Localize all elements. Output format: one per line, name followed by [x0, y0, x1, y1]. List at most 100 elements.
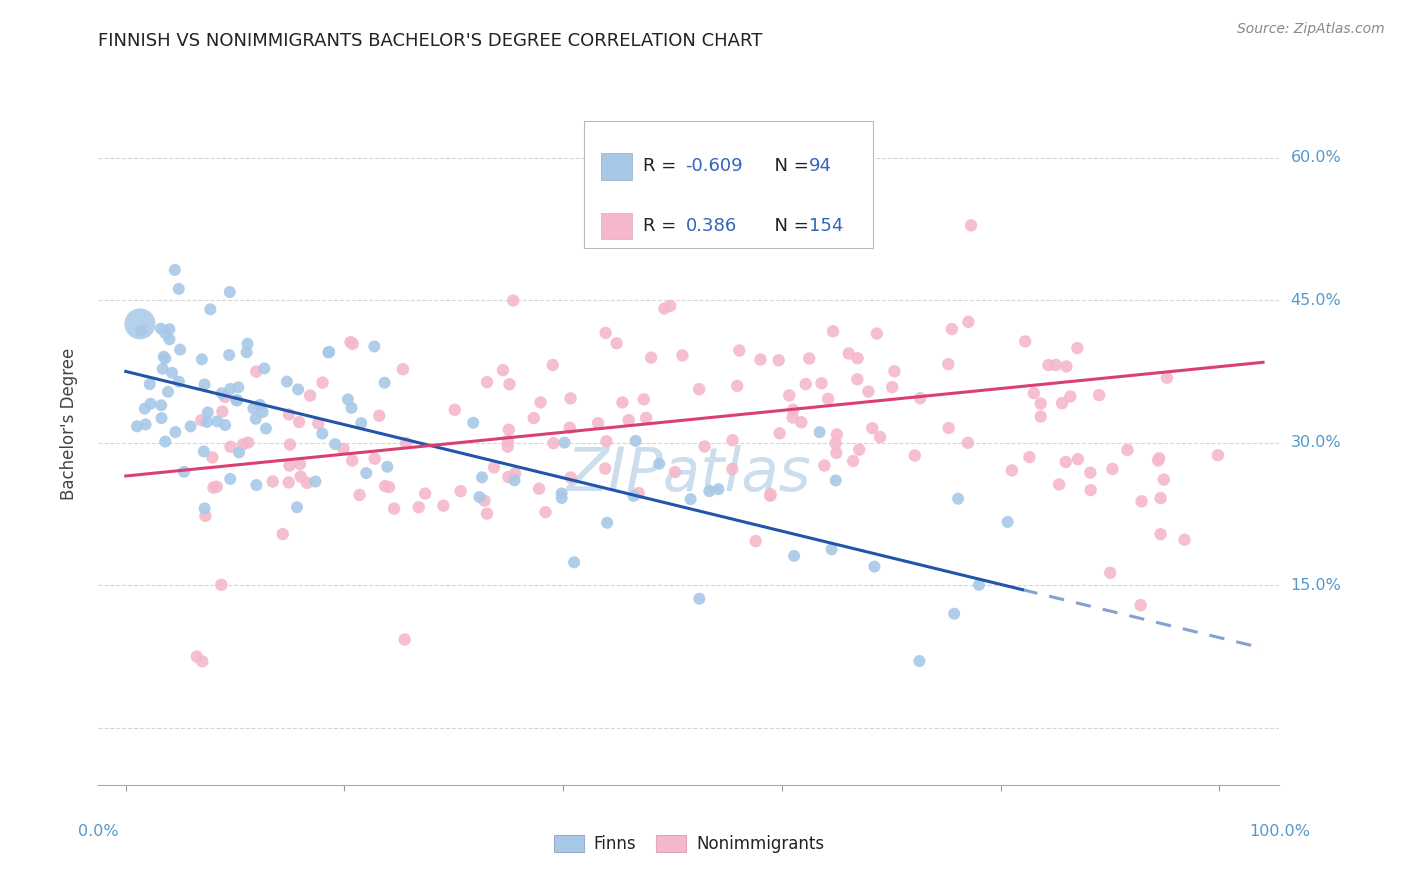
Point	[866, 326, 889, 341]
Point	[1206, 448, 1229, 462]
Point	[160, 366, 183, 380]
Point	[527, 482, 550, 496]
Point	[249, 398, 271, 412]
Point	[219, 472, 242, 486]
Point	[150, 398, 173, 412]
Point	[323, 437, 346, 451]
Point	[191, 654, 214, 668]
Point	[336, 392, 359, 407]
Point	[295, 475, 318, 490]
Point	[941, 322, 963, 336]
Point	[450, 484, 472, 499]
Text: 100.0%: 100.0%	[1249, 824, 1310, 838]
Point	[1101, 462, 1123, 476]
Point	[1173, 533, 1195, 547]
Point	[288, 457, 311, 471]
Point	[205, 480, 228, 494]
Point	[125, 419, 148, 434]
Point	[332, 442, 354, 456]
Text: 45.0%: 45.0%	[1291, 293, 1341, 308]
Point	[156, 384, 179, 399]
Point	[226, 393, 249, 408]
Point	[342, 336, 364, 351]
Point	[688, 591, 710, 606]
Point	[560, 392, 582, 406]
Point	[825, 446, 848, 460]
Point	[558, 421, 581, 435]
Point	[562, 555, 585, 569]
Point	[232, 437, 254, 451]
Point	[443, 402, 465, 417]
Point	[356, 466, 378, 480]
Point	[612, 395, 634, 409]
Point	[782, 410, 804, 425]
Point	[783, 549, 806, 563]
Point	[496, 440, 519, 454]
Point	[276, 375, 298, 389]
Point	[339, 335, 361, 350]
Point	[883, 364, 905, 378]
Point	[1038, 358, 1060, 372]
Point	[560, 470, 582, 484]
Point	[129, 317, 152, 331]
Point	[157, 322, 180, 336]
Point	[134, 401, 156, 416]
Point	[155, 351, 177, 366]
Text: N =: N =	[763, 217, 814, 235]
Point	[378, 480, 401, 494]
Point	[152, 361, 174, 376]
Point	[1147, 453, 1170, 467]
Point	[721, 462, 744, 476]
Point	[150, 411, 173, 425]
Point	[290, 469, 312, 483]
Point	[277, 475, 299, 490]
Point	[1153, 473, 1175, 487]
Text: 94: 94	[810, 157, 832, 176]
Point	[768, 353, 790, 368]
Point	[349, 488, 371, 502]
Text: 60.0%: 60.0%	[1291, 150, 1341, 165]
Point	[468, 490, 491, 504]
Point	[131, 324, 153, 338]
Point	[285, 500, 308, 515]
Point	[155, 326, 177, 341]
Text: R =: R =	[644, 157, 682, 176]
Point	[1149, 491, 1171, 505]
Point	[721, 433, 744, 447]
Point	[797, 195, 820, 210]
Point	[245, 365, 267, 379]
Point	[498, 377, 520, 392]
Point	[159, 332, 181, 346]
Point	[432, 499, 454, 513]
Point	[165, 425, 187, 439]
Point	[190, 413, 212, 427]
Point	[997, 515, 1019, 529]
Point	[254, 421, 277, 435]
Point	[382, 501, 405, 516]
Point	[311, 376, 333, 390]
Point	[824, 474, 846, 488]
Point	[664, 465, 686, 479]
Point	[640, 351, 662, 365]
Point	[135, 417, 157, 432]
Point	[1129, 598, 1152, 612]
Text: FINNISH VS NONIMMIGRANTS BACHELOR'S DEGREE CORRELATION CHART: FINNISH VS NONIMMIGRANTS BACHELOR'S DEGR…	[98, 32, 763, 50]
Point	[523, 411, 546, 425]
Point	[846, 351, 869, 366]
Point	[163, 263, 186, 277]
Point	[744, 534, 766, 549]
Point	[395, 436, 418, 450]
Point	[271, 527, 294, 541]
Point	[307, 417, 329, 431]
Point	[882, 380, 904, 394]
Point	[197, 405, 219, 419]
Point	[671, 348, 693, 362]
Point	[278, 458, 301, 473]
Point	[209, 578, 232, 592]
Point	[1059, 390, 1081, 404]
Text: -0.609: -0.609	[686, 157, 744, 176]
Point	[534, 505, 557, 519]
Point	[186, 649, 208, 664]
Point	[318, 344, 340, 359]
Point	[838, 346, 860, 360]
